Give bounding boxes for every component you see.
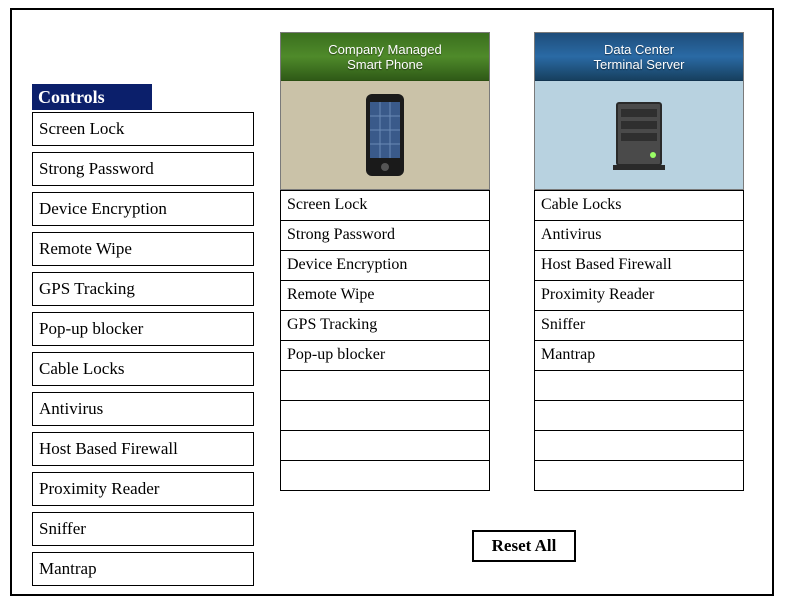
control-item[interactable]: Remote Wipe xyxy=(32,232,254,266)
target-server-header: Data Center Terminal Server xyxy=(534,32,744,190)
smartphone-icon xyxy=(281,81,489,189)
target-smartphone-header: Company Managed Smart Phone xyxy=(280,32,490,190)
target-row[interactable]: GPS Tracking xyxy=(281,310,489,340)
title-line: Smart Phone xyxy=(281,57,489,72)
target-row[interactable]: Remote Wipe xyxy=(281,280,489,310)
target-row[interactable]: Device Encryption xyxy=(281,250,489,280)
target-row-empty[interactable] xyxy=(281,430,489,460)
target-row-empty[interactable] xyxy=(535,430,743,460)
control-item[interactable]: Strong Password xyxy=(32,152,254,186)
controls-header: Controls xyxy=(32,84,152,110)
control-item[interactable]: GPS Tracking xyxy=(32,272,254,306)
target-row-empty[interactable] xyxy=(281,460,489,490)
target-row[interactable]: Sniffer xyxy=(535,310,743,340)
control-item[interactable]: Screen Lock xyxy=(32,112,254,146)
target-row-empty[interactable] xyxy=(281,400,489,430)
target-row[interactable]: Proximity Reader xyxy=(535,280,743,310)
title-line: Data Center xyxy=(535,42,743,57)
target-row[interactable]: Host Based Firewall xyxy=(535,250,743,280)
title-line: Terminal Server xyxy=(535,57,743,72)
target-server-dropzone[interactable]: Cable Locks Antivirus Host Based Firewal… xyxy=(534,190,744,491)
target-server: Data Center Terminal Server xyxy=(534,32,744,491)
target-row[interactable]: Pop-up blocker xyxy=(281,340,489,370)
control-item[interactable]: Cable Locks xyxy=(32,352,254,386)
controls-list: Screen Lock Strong Password Device Encry… xyxy=(32,112,254,592)
target-row-empty[interactable] xyxy=(535,400,743,430)
title-line: Company Managed xyxy=(281,42,489,57)
target-row-empty[interactable] xyxy=(535,460,743,490)
target-smartphone-dropzone[interactable]: Screen Lock Strong Password Device Encry… xyxy=(280,190,490,491)
target-row[interactable]: Antivirus xyxy=(535,220,743,250)
control-item[interactable]: Host Based Firewall xyxy=(32,432,254,466)
target-row[interactable]: Mantrap xyxy=(535,340,743,370)
main-frame: Controls Screen Lock Strong Password Dev… xyxy=(10,8,774,596)
control-item[interactable]: Mantrap xyxy=(32,552,254,586)
target-row-empty[interactable] xyxy=(281,370,489,400)
target-smartphone: Company Managed Smart Phone xyxy=(280,32,490,491)
control-item[interactable]: Pop-up blocker xyxy=(32,312,254,346)
target-row[interactable]: Cable Locks xyxy=(535,190,743,220)
target-row-empty[interactable] xyxy=(535,370,743,400)
target-server-title: Data Center Terminal Server xyxy=(535,33,743,81)
server-icon xyxy=(535,81,743,189)
target-row[interactable]: Strong Password xyxy=(281,220,489,250)
control-item[interactable]: Sniffer xyxy=(32,512,254,546)
control-item[interactable]: Antivirus xyxy=(32,392,254,426)
control-item[interactable]: Proximity Reader xyxy=(32,472,254,506)
target-row[interactable]: Screen Lock xyxy=(281,190,489,220)
target-smartphone-title: Company Managed Smart Phone xyxy=(281,33,489,81)
control-item[interactable]: Device Encryption xyxy=(32,192,254,226)
reset-all-button[interactable]: Reset All xyxy=(472,530,576,562)
